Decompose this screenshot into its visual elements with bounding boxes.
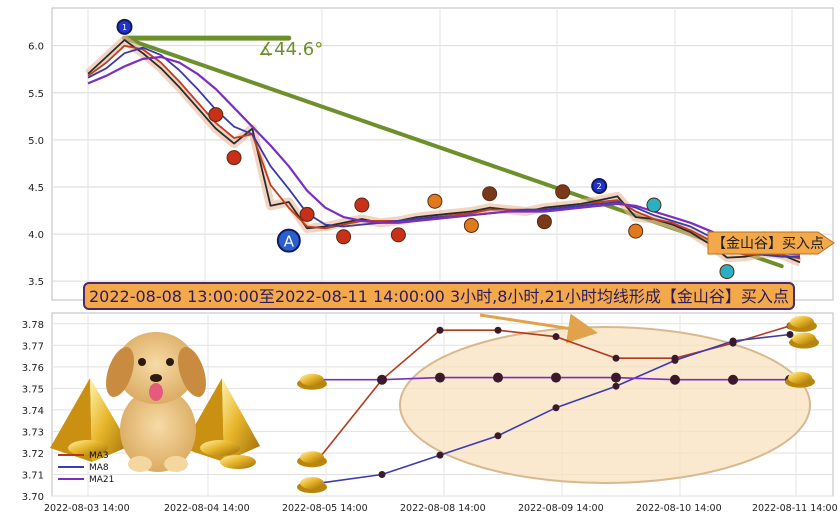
upper-y-tick-label: 5.5 xyxy=(28,89,44,100)
upper-y-tick-label: 6.0 xyxy=(28,42,44,53)
point-marker-2 xyxy=(591,178,608,195)
lower-y-tick-label: 3.77 xyxy=(22,341,44,352)
ingot-top xyxy=(300,373,324,386)
lower-point-ma8 xyxy=(494,432,502,440)
note-marker-icon xyxy=(482,186,498,202)
lower-point-ma21 xyxy=(728,374,738,385)
x-tick-label: 2022-08-11 14:00 xyxy=(752,503,838,514)
upper-y-ticks: 3.5 4.0 4.5 5.0 5.5 6.0 xyxy=(28,42,44,288)
buy-point-callout: 【金山谷】买入点 xyxy=(707,231,835,255)
note-marker-icon xyxy=(354,197,370,213)
ingot-top xyxy=(788,371,812,384)
ingot-top xyxy=(790,315,814,328)
lower-y-tick-label: 3.76 xyxy=(22,363,44,374)
upper-y-tick-label: 4.5 xyxy=(28,183,44,194)
lower-y-tick-label: 3.70 xyxy=(22,492,44,503)
point-marker-1 xyxy=(116,18,133,35)
banner-text: 2022-08-08 13:00:00至2022-08-11 14:00:00 … xyxy=(89,287,789,306)
lower-y-tick-label: 3.73 xyxy=(22,427,44,438)
note-marker-icon xyxy=(646,197,662,213)
lower-point-ma3 xyxy=(552,333,560,341)
lower-point-ma21 xyxy=(377,374,387,385)
lower-point-ma3 xyxy=(612,354,620,362)
upper-y-tick-label: 5.0 xyxy=(28,136,44,147)
legend-label: MA3 xyxy=(89,451,109,461)
lower-point-ma21 xyxy=(493,372,503,383)
x-tick-label: 2022-08-05 14:00 xyxy=(282,503,368,514)
note-marker-icon xyxy=(536,214,552,230)
lower-point-ma8 xyxy=(729,337,737,345)
note-marker-icon xyxy=(555,184,571,200)
upper-series-ma21 xyxy=(87,55,801,256)
upper-series-price xyxy=(87,39,801,264)
note-marker-icon xyxy=(427,193,443,209)
lower-y-tick-label: 3.71 xyxy=(22,470,44,481)
ingot-end-icon xyxy=(789,332,819,349)
annotation-arrow xyxy=(479,313,598,344)
lower-point-ma3 xyxy=(436,326,444,334)
ingot-start-icon xyxy=(297,477,327,494)
lower-point-ma8 xyxy=(378,470,386,478)
note-marker-icon xyxy=(208,107,224,123)
lower-point-ma3 xyxy=(494,326,502,334)
lower-point-ma21 xyxy=(435,372,445,383)
lower-point-ma8 xyxy=(612,382,620,390)
note-marker-icon xyxy=(336,229,352,245)
note-marker-icon xyxy=(719,264,735,280)
ingot-end-icon xyxy=(787,315,817,332)
upper-y-tick-label: 3.5 xyxy=(28,277,44,288)
ingot-top xyxy=(300,477,324,490)
legend-label: MA8 xyxy=(89,463,109,473)
x-tick-label: 2022-08-10 14:00 xyxy=(636,503,722,514)
point-marker-label: A xyxy=(284,233,295,251)
note-marker-icon xyxy=(463,217,479,233)
x-tick-label: 2022-08-09 14:00 xyxy=(518,503,604,514)
x-tick-label: 2022-08-04 14:00 xyxy=(164,503,250,514)
lower-y-tick-label: 3.78 xyxy=(22,320,44,331)
highlight-ellipse xyxy=(399,326,811,484)
lower-point-ma8 xyxy=(786,331,794,339)
lower-point-ma21 xyxy=(551,372,561,383)
upper-y-tick-label: 4.0 xyxy=(28,230,44,241)
lower-y-tick-label: 3.74 xyxy=(22,406,44,417)
upper-series-ma3 xyxy=(87,44,801,260)
note-marker-icon xyxy=(628,223,644,239)
gold-ingot-icons xyxy=(297,315,819,494)
x-tick-label: 2022-08-08 14:00 xyxy=(400,503,486,514)
x-tick-label: 2022-08-03 14:00 xyxy=(44,503,130,514)
lower-point-ma8 xyxy=(671,356,679,364)
note-marker-icon xyxy=(299,206,315,222)
upper-series xyxy=(84,35,802,267)
lower-point-ma8 xyxy=(552,404,560,412)
angle-label: ∡44.6° xyxy=(258,39,323,60)
lower-y-tick-label: 3.75 xyxy=(22,384,44,395)
point-marker-label: 2 xyxy=(597,182,602,191)
point-marker-a xyxy=(276,228,301,253)
lower-y-tick-label: 3.72 xyxy=(22,449,44,460)
legend-label: MA21 xyxy=(89,475,114,485)
lower-x-ticks: 2022-08-03 14:00 2022-08-04 14:00 2022-08-… xyxy=(44,503,838,514)
small-ingot-icons xyxy=(68,440,256,469)
ingot-top xyxy=(792,332,816,345)
note-marker-icon xyxy=(226,150,242,166)
ingot-start-icon xyxy=(297,373,327,390)
upper-markers: 1 A 2 xyxy=(116,18,771,280)
note-marker-icon xyxy=(390,227,406,243)
banner: 2022-08-08 13:00:00至2022-08-11 14:00:00 … xyxy=(83,282,795,310)
lower-y-ticks: 3.70 3.71 3.72 3.73 3.74 3.75 3.76 3.77 3.78 xyxy=(22,320,44,503)
ingot-start-icon xyxy=(297,451,327,468)
point-marker-label: 1 xyxy=(122,23,127,32)
legend: MA3 MA8 MA21 xyxy=(58,451,114,485)
ingot-end-icon xyxy=(785,371,815,388)
lower-point-ma21 xyxy=(670,374,680,385)
ingot-top xyxy=(300,451,324,464)
puppy-icon xyxy=(106,332,206,472)
buy-point-callout-text: 【金山谷】买入点 xyxy=(712,236,824,252)
lower-point-ma8 xyxy=(436,451,444,459)
lower-point-ma21 xyxy=(611,372,621,383)
